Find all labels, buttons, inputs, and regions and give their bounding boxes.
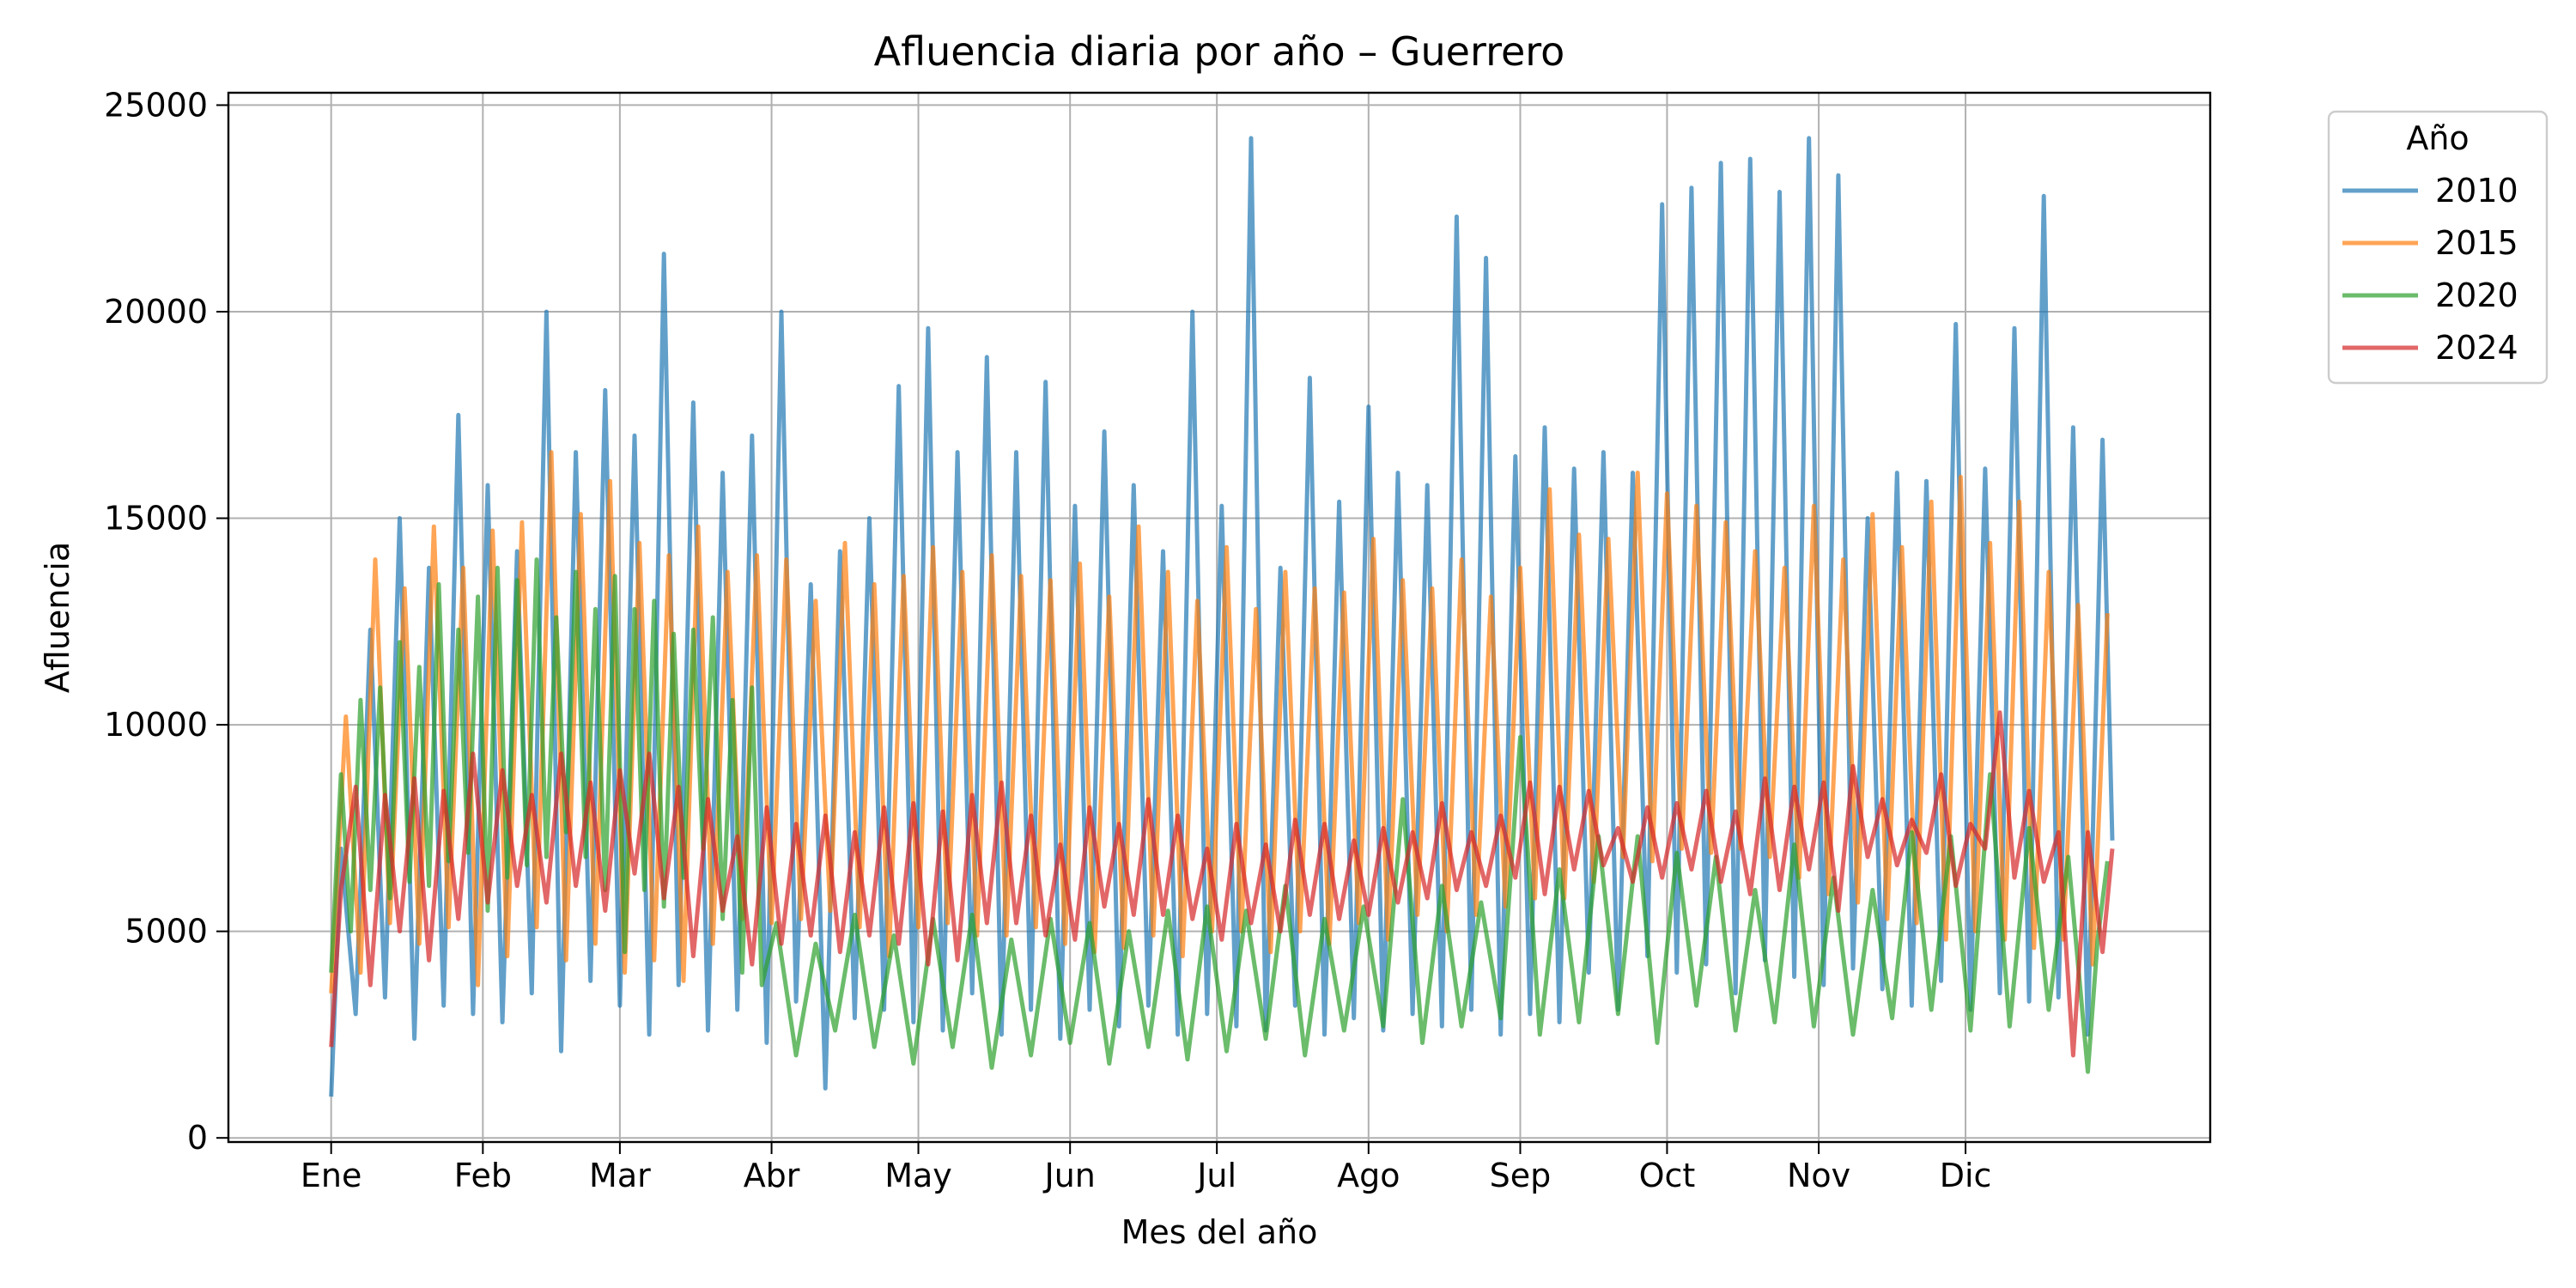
x-tick-label: Ago: [1337, 1157, 1400, 1194]
x-axis-title: Mes del año: [1121, 1213, 1318, 1251]
y-tick-label: 0: [187, 1119, 208, 1157]
legend-title: Año: [2406, 119, 2469, 157]
x-tick-label: Abr: [744, 1157, 800, 1194]
legend-label-2020: 2020: [2435, 276, 2518, 314]
legend: Año 2010 2015 2020 2024: [2327, 110, 2549, 385]
x-tick-label: Oct: [1639, 1157, 1696, 1194]
x-tick-label: May: [884, 1157, 952, 1194]
series-line-2020: [329, 557, 2110, 1074]
series-layer: [329, 136, 2115, 1097]
x-tick-label: Feb: [454, 1157, 512, 1194]
legend-label-2010: 2010: [2435, 172, 2518, 210]
chart-title: Afluencia diaria por año – Guerrero: [874, 28, 1565, 75]
y-tick-label: 20000: [104, 293, 208, 331]
x-axis: Ene Feb Mar Abr May Jun Jul Ago Sep Oct Nov Dic: [301, 1142, 1991, 1194]
x-tick-label: Mar: [589, 1157, 651, 1194]
x-tick-label: Nov: [1787, 1157, 1850, 1194]
x-tick-label: Ene: [301, 1157, 361, 1194]
x-tick-label: Jul: [1195, 1157, 1236, 1194]
x-tick-label: Jun: [1043, 1157, 1096, 1194]
y-tick-label: 10000: [104, 706, 208, 744]
y-axis: 0 5000 10000 15000 20000 25000: [104, 86, 228, 1157]
y-tick-label: 15000: [104, 500, 208, 538]
y-tick-label: 5000: [125, 913, 208, 951]
legend-box: [2327, 110, 2549, 385]
y-tick-label: 25000: [104, 86, 208, 124]
x-tick-label: Dic: [1940, 1157, 1992, 1194]
plot-frame: [227, 91, 2212, 1144]
legend-label-2024: 2024: [2435, 329, 2518, 367]
series-line-2024: [329, 710, 2115, 1058]
legend-label-2015: 2015: [2435, 224, 2518, 262]
y-axis-title: Afluencia: [39, 542, 76, 693]
x-tick-label: Sep: [1490, 1157, 1552, 1194]
